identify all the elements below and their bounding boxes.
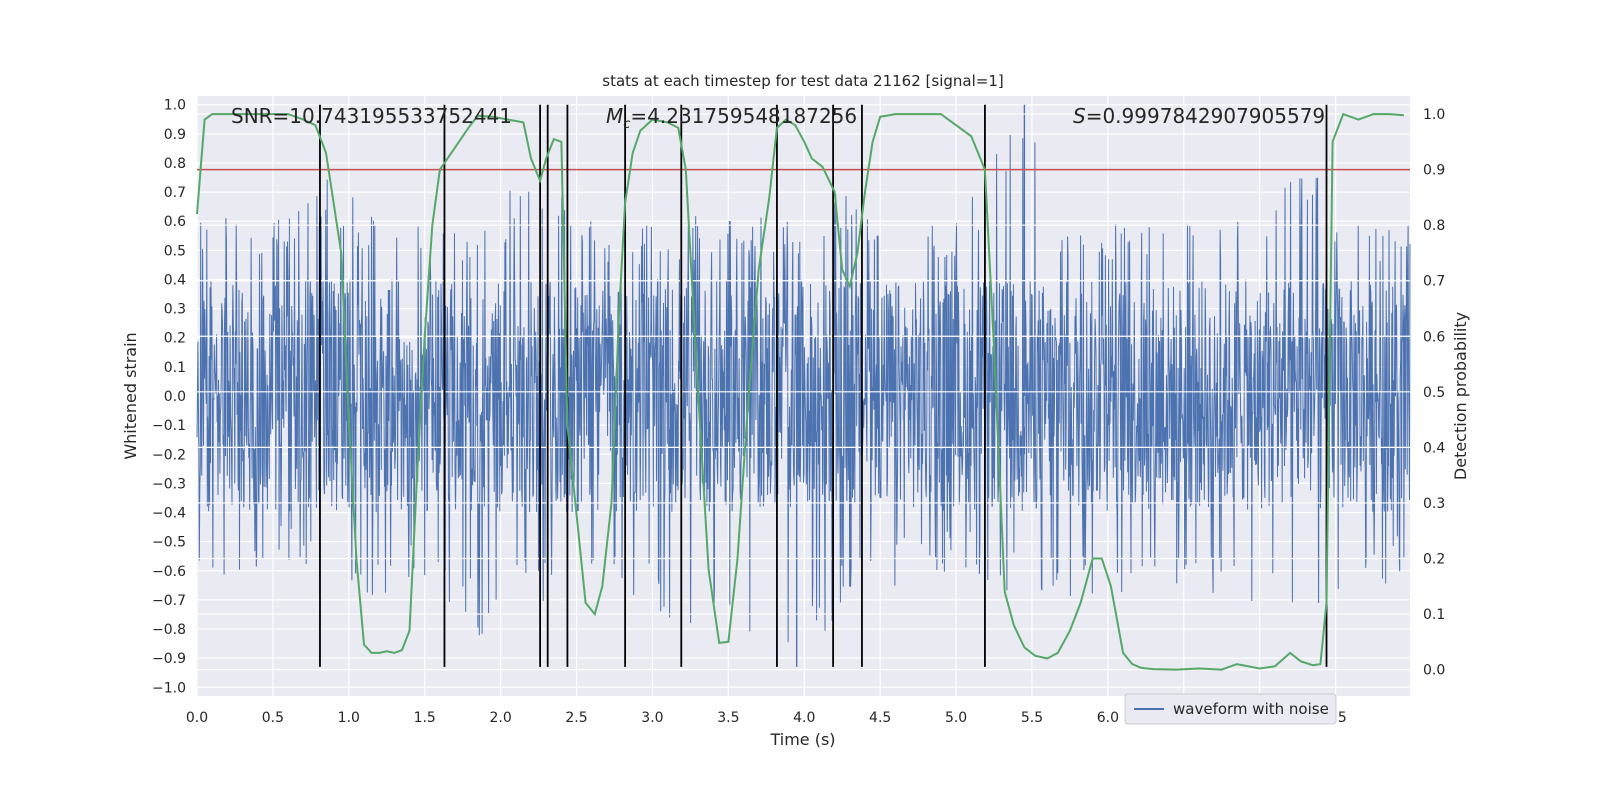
y-tick-label-right: 0.0 [1423,663,1445,679]
x-tick-label: 0.0 [186,710,208,726]
legend-box [1124,693,1337,725]
spin-symbol: S [1073,104,1086,128]
y-tick-label-right: 0.5 [1423,385,1445,401]
y-tick-label: −0.4 [152,506,186,522]
y-tick-label: −1.0 [152,680,186,696]
x-tick-label: 3.5 [717,710,739,726]
legend: waveform with noise [1124,693,1337,725]
chirp-mass-annotation: Mc=4.231759548187256 [606,104,857,132]
x-tick-label: 0.5 [262,710,284,726]
x-tick-label: 1.5 [414,710,436,726]
y-tick-label: 0.2 [164,331,186,347]
y-tick-label: −0.3 [152,476,186,492]
y-tick-label-right: 0.2 [1423,552,1445,568]
y-tick-label: 0.3 [164,302,186,318]
waveform-line [196,135,1411,643]
y-tick-label: 1.0 [164,98,186,114]
x-tick-label: 2.0 [489,710,511,726]
x-tick-label: 3.0 [641,710,663,726]
y-tick-label: 0.7 [164,185,186,201]
y-tick-label: 0.4 [164,272,186,288]
spin-value: =0.9997842907905579 [1086,104,1325,128]
chirp-mass-subscript: c [623,117,630,132]
x-tick-label: 4.5 [869,710,891,726]
snr-annotation: SNR=10.743195533752441 [231,104,512,128]
x-tick-label: 2.5 [565,710,587,726]
y-tick-label: −0.6 [152,564,186,580]
y-tick-label: −0.7 [152,593,186,609]
chart-title: stats at each timestep for test data 211… [602,72,1003,90]
x-tick-label: 5.0 [945,710,967,726]
y-tick-label-right: 0.7 [1423,274,1445,290]
y-tick-label: −0.8 [152,622,186,638]
y-tick-label-right: 0.6 [1423,329,1445,345]
y-tick-label-right: 0.1 [1423,607,1445,623]
y-tick-label: −0.2 [152,447,186,463]
x-axis-label: Time (s) [769,730,835,749]
y-tick-label: −0.9 [152,651,186,667]
probability-line [196,112,1404,671]
y-tick-label-right: 0.9 [1423,163,1445,179]
y-tick-label-right: 1.0 [1423,107,1445,123]
y-tick-label-right: 0.8 [1423,218,1445,234]
x-tick-label: 5.5 [1021,710,1043,726]
y-tick-label: 0.1 [164,360,186,376]
y-axis-label-right: Detection probability [1451,312,1470,480]
y-tick-label-right: 0.3 [1423,496,1445,512]
y-axis-right: 0.0 0.1 0.2 0.3 0.4 0.5 0.6 0.7 0.8 0.9 1.0 [1423,107,1445,679]
y-tick-label: 0.9 [164,127,186,143]
legend-label: waveform with noise [1173,700,1329,718]
y-axis-left: −1.0 −0.9 −0.8 −0.7 −0.6 −0.5 −0.4 −0.3 −0.2 −0.1… [152,98,186,697]
y-tick-label: 0.8 [164,156,186,172]
y-tick-label-right: 0.4 [1423,440,1445,456]
y-tick-label: 0.5 [164,243,186,259]
probability-series [196,112,1404,671]
y-tick-label: 0.6 [164,214,186,230]
x-tick-label: 6.0 [1097,710,1119,726]
chirp-mass-symbol: M [606,104,623,128]
chirp-mass-value: =4.231759548187256 [630,104,857,128]
x-tick-label: 4.0 [793,710,815,726]
y-tick-label: −0.5 [152,535,186,551]
y-tick-label: −0.1 [152,418,186,434]
spin-annotation: S=0.9997842907905579 [1073,104,1325,128]
y-axis-label: Whitened strain [121,332,140,459]
y-tick-label: 0.0 [164,389,186,405]
x-tick-label: 1.0 [338,710,360,726]
